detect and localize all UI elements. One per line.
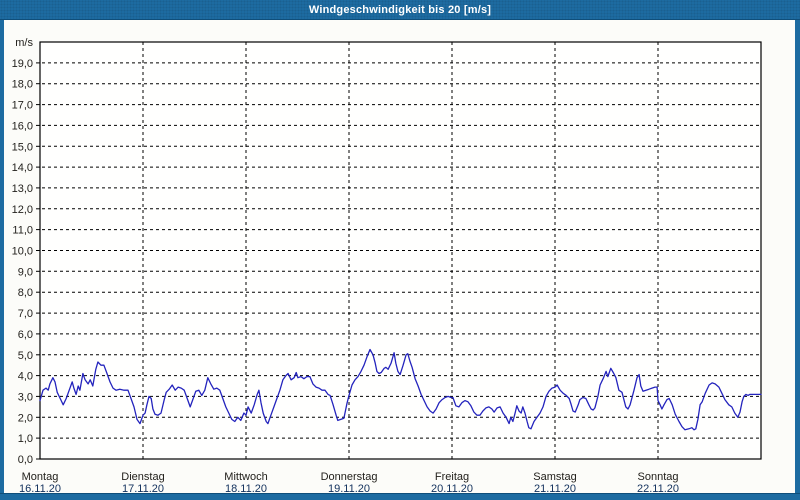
- x-day-label: Freitag: [435, 471, 469, 483]
- wind-speed-line: [39, 348, 762, 431]
- x-date-label: 19.11.20: [328, 483, 370, 493]
- y-tick-label: 9,0: [18, 266, 33, 278]
- x-day-label: Montag: [22, 471, 59, 483]
- y-axis-unit-label: m/s: [15, 37, 33, 49]
- x-date-label: 17.11.20: [122, 483, 164, 493]
- window-title: Windgeschwindigkeit bis 20 [m/s]: [308, 3, 492, 16]
- plot-area: [39, 41, 762, 460]
- x-date-label: 18.11.20: [225, 483, 267, 493]
- x-date-label: 20.11.20: [431, 483, 473, 493]
- y-tick-label: 11,0: [12, 225, 33, 237]
- x-day-label: Dienstag: [121, 471, 164, 483]
- window-frame-left: [0, 20, 4, 500]
- x-day-label: Mittwoch: [224, 471, 267, 483]
- y-tick-label: 6,0: [18, 329, 33, 341]
- y-tick-label: 12,0: [12, 204, 33, 216]
- y-tick-label: 7,0: [18, 308, 33, 320]
- y-tick-label: 16,0: [12, 120, 33, 132]
- y-tick-label: 13,0: [12, 183, 33, 195]
- x-day-label: Donnerstag: [321, 471, 378, 483]
- y-tick-label: 4,0: [18, 371, 33, 383]
- x-date-label: 21.11.20: [534, 483, 576, 493]
- y-tick-label: 3,0: [18, 391, 33, 403]
- y-tick-label: 15,0: [12, 141, 33, 153]
- y-tick-label: 8,0: [18, 287, 33, 299]
- x-day-label: Samstag: [533, 471, 576, 483]
- y-tick-label: 2,0: [18, 412, 33, 424]
- x-date-label: 22.11.20: [637, 483, 679, 493]
- y-tick-label: 10,0: [12, 246, 33, 258]
- x-date-label: 16.11.20: [19, 483, 61, 493]
- window-frame-bottom: [0, 493, 800, 500]
- window-frame-right: [795, 20, 800, 500]
- y-tick-label: 1,0: [18, 433, 33, 445]
- y-tick-label: 5,0: [18, 350, 33, 362]
- y-tick-label: 0,0: [18, 454, 33, 466]
- y-tick-label: 14,0: [12, 162, 33, 174]
- wind-speed-chart: 0,0 1,0 2,0 3,0 4,0 5,0 6,0 7,0 8,0 9,0 10,0 11,0 12…: [12, 37, 762, 493]
- x-day-label: Sonntag: [638, 471, 679, 483]
- window-titlebar: Windgeschwindigkeit bis 20 [m/s]: [0, 0, 800, 20]
- y-tick-label: 19,0: [12, 58, 33, 70]
- y-tick-label: 18,0: [12, 79, 33, 91]
- y-tick-label: 17,0: [12, 100, 33, 112]
